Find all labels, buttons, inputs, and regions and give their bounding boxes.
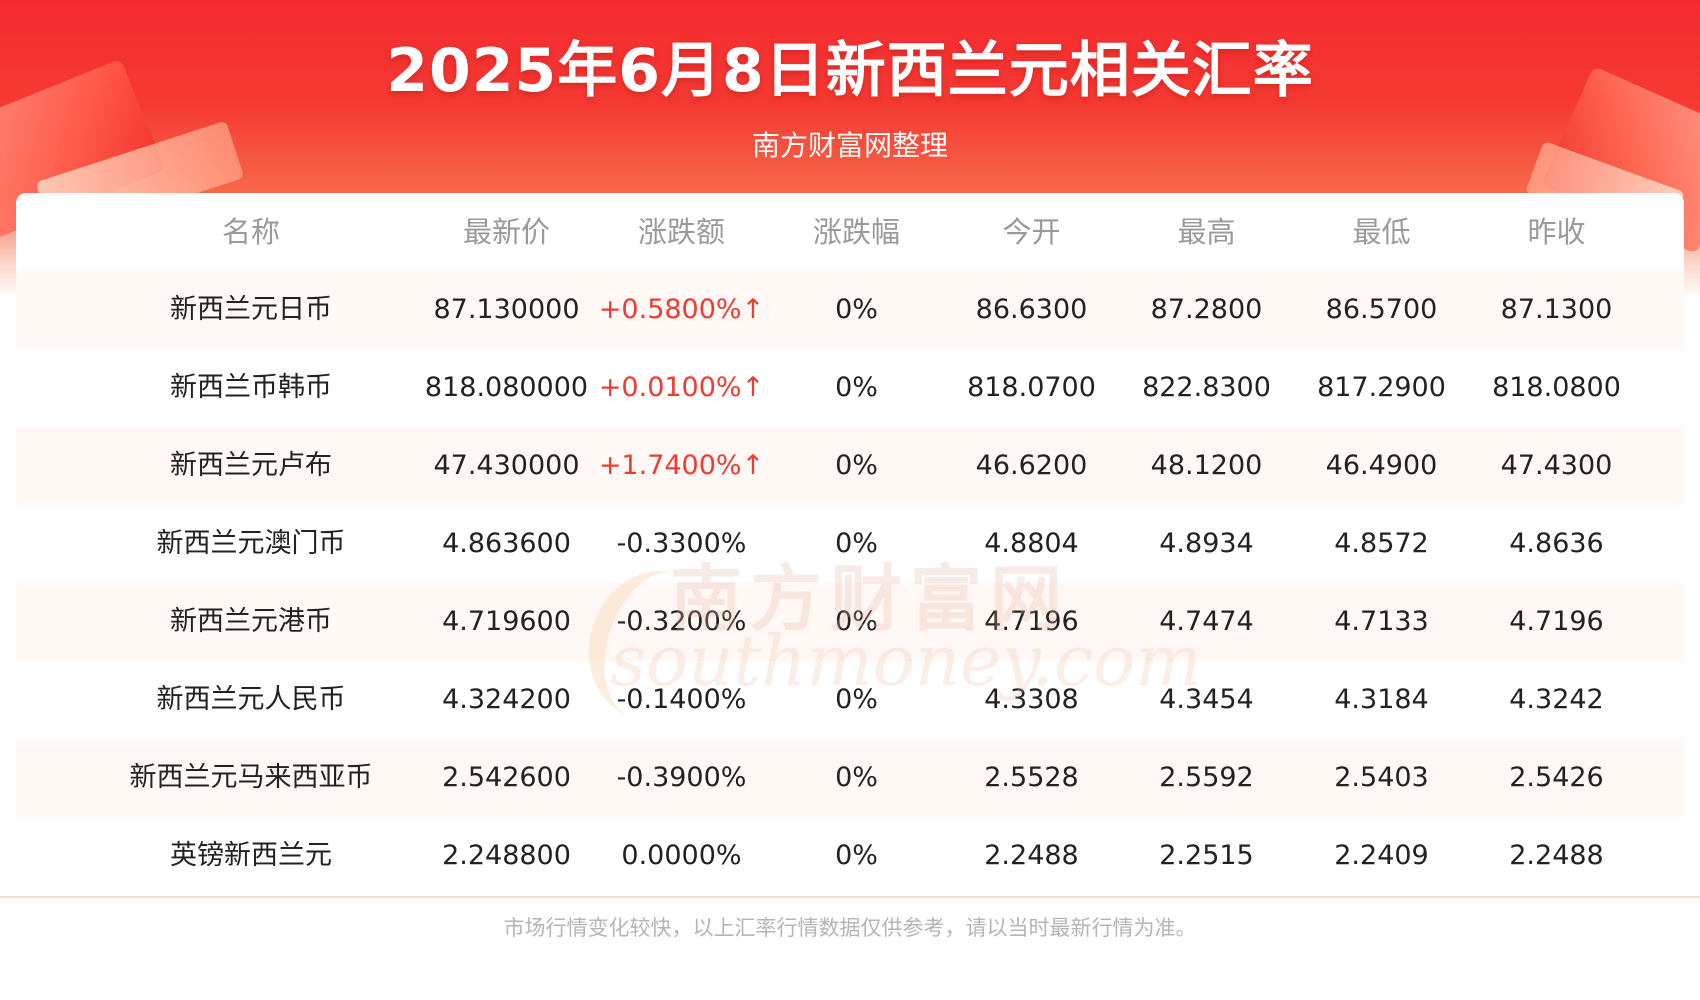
row-name: 新西兰元卢布 (170, 450, 332, 481)
row-prev-close: 2.5426 (1509, 762, 1604, 793)
row-high: 2.5592 (1159, 762, 1254, 793)
row-high: 4.7474 (1159, 606, 1254, 637)
row-change-pct: 0% (835, 606, 878, 637)
row-prev-close: 4.8636 (1509, 528, 1604, 559)
row-prev-close: 4.7196 (1509, 606, 1604, 637)
row-name: 新西兰元澳门币 (156, 528, 346, 559)
page-title: 2025年6月8日新西兰元相关汇率 (386, 36, 1314, 106)
column-header-change-pct: 涨跌幅 (812, 215, 900, 249)
page-subtitle: 南方财富网整理 (751, 129, 948, 162)
row-change: -0.3900% (616, 762, 747, 793)
row-high: 48.1200 (1150, 450, 1263, 481)
row-latest: 4.719600 (442, 606, 571, 637)
row-open: 46.6200 (975, 450, 1088, 481)
row-change: 0.0000% (621, 840, 742, 871)
row-latest: 4.324200 (442, 684, 571, 715)
row-change-pct: 0% (835, 372, 878, 403)
row-open: 86.6300 (975, 294, 1088, 325)
row-change: +1.7400%↑ (598, 450, 765, 481)
row-latest: 87.130000 (433, 294, 580, 325)
row-prev-close: 818.0800 (1492, 372, 1621, 403)
footer-divider (0, 896, 1700, 898)
column-header-open: 今开 (1002, 215, 1061, 249)
row-prev-close: 47.4300 (1500, 450, 1613, 481)
row-name: 新西兰元日币 (170, 294, 332, 325)
row-name: 新西兰元人民币 (156, 684, 346, 715)
row-high: 2.2515 (1159, 840, 1254, 871)
table-row: 新西兰元人民币 4.324200 -0.1400% 0% 4.3308 4.34… (16, 661, 1684, 739)
table-row: 新西兰币韩币 818.080000 +0.0100%↑ 0% 818.0700 … (16, 349, 1684, 427)
row-low: 817.2900 (1317, 372, 1446, 403)
row-open: 4.3308 (984, 684, 1079, 715)
row-low: 86.5700 (1325, 294, 1438, 325)
row-open: 2.2488 (984, 840, 1079, 871)
row-low: 2.2409 (1334, 840, 1429, 871)
footer-note: 市场行情变化较快，以上汇率行情数据仅供参考，请以当时最新行情为准。 (503, 916, 1197, 940)
row-name: 新西兰元港币 (170, 606, 332, 637)
table-row: 新西兰元澳门币 4.863600 -0.3300% 0% 4.8804 4.89… (16, 505, 1684, 583)
row-open: 818.0700 (967, 372, 1096, 403)
row-latest: 2.248800 (442, 840, 571, 871)
row-low: 4.3184 (1334, 684, 1429, 715)
rates-table: 名称 最新价 涨跌额 涨跌幅 今开 最高 最低 昨收 新西兰元日币 87.130… (16, 193, 1684, 898)
table-row: 新西兰元日币 87.130000 +0.5800%↑ 0% 86.6300 87… (16, 271, 1684, 349)
column-header-low: 最低 (1352, 215, 1411, 249)
row-low: 46.4900 (1325, 450, 1438, 481)
row-change: +0.0100%↑ (598, 372, 765, 403)
table-row: 新西兰元港币 4.719600 -0.3200% 0% 4.7196 4.747… (16, 583, 1684, 661)
row-change-pct: 0% (835, 294, 878, 325)
row-name: 新西兰元马来西亚币 (129, 762, 373, 793)
column-header-high: 最高 (1177, 215, 1236, 249)
row-change-pct: 0% (835, 684, 878, 715)
row-low: 2.5403 (1334, 762, 1429, 793)
row-high: 822.8300 (1142, 372, 1271, 403)
table-header-row: 名称 最新价 涨跌额 涨跌幅 今开 最高 最低 昨收 (16, 193, 1684, 271)
column-header-latest: 最新价 (462, 215, 550, 249)
row-low: 4.8572 (1334, 528, 1429, 559)
table-row: 英镑新西兰元 2.248800 0.0000% 0% 2.2488 2.2515… (16, 817, 1684, 895)
row-low: 4.7133 (1334, 606, 1429, 637)
row-high: 4.8934 (1159, 528, 1254, 559)
table-row: 新西兰元卢布 47.430000 +1.7400%↑ 0% 46.6200 48… (16, 427, 1684, 505)
row-open: 4.8804 (984, 528, 1079, 559)
column-header-prev-close: 昨收 (1527, 215, 1586, 249)
row-latest: 818.080000 (424, 372, 589, 403)
row-open: 4.7196 (984, 606, 1079, 637)
column-header-name: 名称 (221, 215, 280, 249)
row-latest: 4.863600 (442, 528, 571, 559)
row-change-pct: 0% (835, 840, 878, 871)
row-name: 英镑新西兰元 (170, 840, 332, 871)
row-prev-close: 87.1300 (1500, 294, 1613, 325)
row-change: -0.1400% (616, 684, 747, 715)
row-change: -0.3200% (616, 606, 747, 637)
row-change-pct: 0% (835, 450, 878, 481)
row-prev-close: 2.2488 (1509, 840, 1604, 871)
row-change: -0.3300% (616, 528, 747, 559)
row-name: 新西兰币韩币 (170, 372, 332, 403)
row-change: +0.5800%↑ (598, 294, 765, 325)
table-row: 新西兰元马来西亚币 2.542600 -0.3900% 0% 2.5528 2.… (16, 739, 1684, 817)
row-latest: 47.430000 (433, 450, 580, 481)
row-open: 2.5528 (984, 762, 1079, 793)
row-change-pct: 0% (835, 762, 878, 793)
row-latest: 2.542600 (442, 762, 571, 793)
column-header-change: 涨跌额 (637, 215, 725, 249)
row-change-pct: 0% (835, 528, 878, 559)
row-high: 87.2800 (1150, 294, 1263, 325)
row-prev-close: 4.3242 (1509, 684, 1604, 715)
row-high: 4.3454 (1159, 684, 1254, 715)
